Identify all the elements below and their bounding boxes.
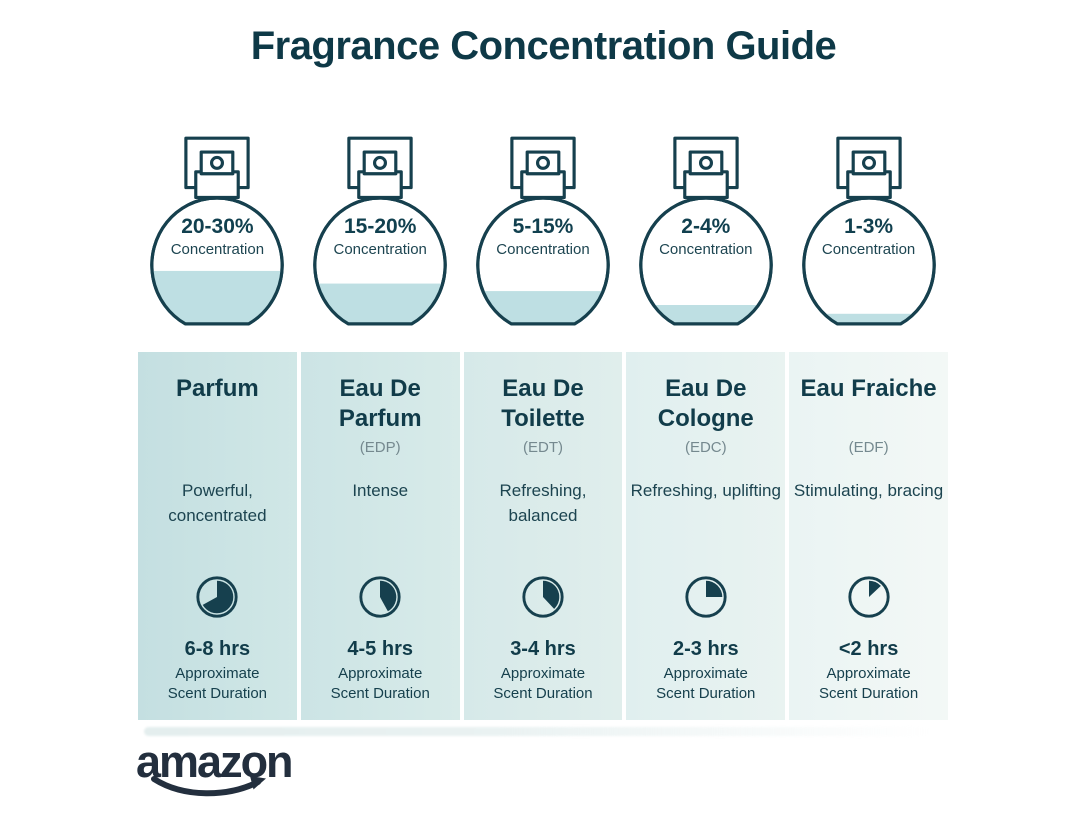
approx-line2: Scent Duration [167, 685, 268, 702]
amazon-logo-text: amazon [136, 736, 294, 787]
approx-line2: Scent Duration [330, 685, 430, 702]
fragrance-table: Parfum Powerful, concentrated 6-8 hrs Ap… [138, 352, 948, 720]
fragrance-abbr: (EDP) [359, 439, 401, 456]
scent-duration-value: 3-4 hrs [510, 638, 576, 660]
clock-icon [464, 574, 623, 620]
page-title: Fragrance Concentration Guide [250, 24, 837, 68]
approximate-label: Approximate Scent Duration [626, 664, 785, 704]
column-parfum: Parfum Powerful, concentrated 6-8 hrs Ap… [138, 352, 297, 720]
approx-line2: Scent Duration [493, 685, 593, 702]
clock-icon [626, 574, 785, 620]
scent-duration-value: 6-8 hrs [184, 638, 251, 660]
fragrance-name: Eau Fraiche [800, 375, 937, 402]
clock-icon [138, 574, 297, 620]
perfume-bottle-icon: 2-4% Concentration [626, 136, 785, 334]
fragrance-name: Eau De Cologne [657, 375, 754, 432]
perfume-bottle-icon: 20-30% Concentration [138, 136, 297, 334]
scent-duration-value: 4-5 hrs [347, 638, 413, 660]
approximate-label: Approximate Scent Duration [301, 664, 460, 704]
approx-line1: Approximate [826, 665, 911, 682]
approx-line1: Approximate [175, 665, 260, 682]
amazon-smile-icon [150, 776, 296, 805]
perfume-bottle-icon: 15-20% Concentration [301, 136, 460, 334]
fragrance-description: Refreshing, balanced [499, 481, 587, 525]
column-eau-fraiche: Eau Fraiche (EDF) Stimulating, bracing <… [789, 352, 948, 720]
fragrance-name: Eau De Toilette [501, 375, 585, 432]
fragrance-description: Refreshing, uplifting [630, 481, 781, 500]
fragrance-description: Stimulating, bracing [793, 481, 944, 500]
column-eau-de-cologne: Eau De Cologne (EDC) Refreshing, uplifti… [626, 352, 786, 720]
column-eau-de-parfum: Eau De Parfum (EDP) Intense 4-5 hrs Appr… [300, 352, 460, 720]
approx-line2: Scent Duration [818, 685, 919, 702]
fragrance-name: Eau De Parfum [338, 375, 422, 432]
column-eau-de-toilette: Eau De Toilette (EDT) Refreshing, balanc… [463, 352, 623, 720]
perfume-bottle-icon: 1-3% Concentration [789, 136, 948, 334]
table-shadow [144, 727, 930, 736]
clock-icon [301, 574, 460, 620]
clock-icon [789, 574, 948, 620]
fragrance-name: Parfum [176, 375, 259, 402]
fragrance-abbr: (EDF) [848, 439, 889, 456]
approx-line1: Approximate [500, 665, 586, 682]
fragrance-abbr: (EDC) [684, 439, 727, 456]
perfume-bottle-icon: 5-15% Concentration [464, 136, 623, 334]
scent-duration-value: <2 hrs [838, 638, 899, 660]
approx-line1: Approximate [338, 665, 423, 682]
approximate-label: Approximate Scent Duration [138, 664, 297, 704]
fragrance-description: Intense [352, 481, 409, 500]
amazon-logo: amazon [136, 738, 296, 805]
scent-duration-value: 2-3 hrs [672, 638, 739, 660]
approximate-label: Approximate Scent Duration [789, 664, 948, 704]
approximate-label: Approximate Scent Duration [464, 664, 623, 704]
fragrance-description: Powerful, concentrated [168, 481, 267, 525]
fragrance-abbr [138, 438, 297, 460]
approx-line2: Scent Duration [656, 685, 756, 702]
approx-line1: Approximate [663, 665, 748, 682]
bottles-row: 20-30% Concentration 15-20% Concentratio… [138, 136, 948, 334]
fragrance-abbr: (EDT) [522, 439, 563, 456]
